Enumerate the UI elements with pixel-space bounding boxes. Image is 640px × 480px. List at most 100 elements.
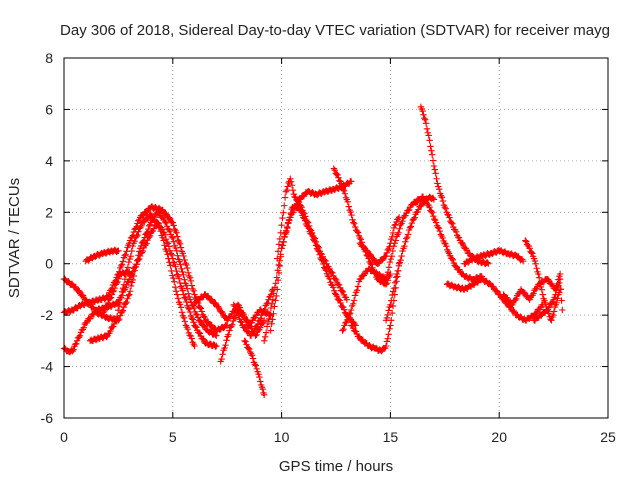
- data-point: [401, 243, 408, 250]
- data-point: [367, 260, 374, 267]
- data-point: [246, 345, 253, 353]
- data-point: [423, 125, 431, 132]
- data-point: [111, 320, 118, 328]
- data-point: [183, 261, 190, 269]
- data-point: [415, 206, 422, 213]
- data-point: [174, 233, 181, 240]
- data-point: [429, 209, 436, 216]
- data-point: [128, 271, 136, 278]
- data-point: [184, 325, 191, 333]
- data-point: [308, 229, 316, 237]
- x-tick-label: 5: [169, 429, 177, 445]
- y-tick-label: 2: [45, 204, 53, 220]
- data-point: [269, 296, 277, 303]
- data-point: [421, 114, 428, 122]
- data-point: [107, 327, 114, 335]
- data-point: [452, 263, 459, 270]
- data-point: [257, 378, 264, 385]
- data-point: [391, 279, 399, 287]
- data-point: [143, 240, 150, 247]
- data-point: [383, 314, 391, 322]
- data-point: [187, 296, 194, 303]
- data-point: [429, 157, 437, 164]
- data-point: [290, 206, 298, 214]
- data-point: [180, 271, 187, 278]
- data-point: [280, 209, 287, 216]
- data-point: [431, 215, 438, 223]
- data-point: [427, 143, 434, 150]
- data-point: [167, 250, 175, 257]
- data-point: [422, 116, 429, 123]
- data-point: [163, 247, 170, 255]
- data-point: [259, 385, 266, 393]
- data-point: [406, 224, 414, 231]
- data-point: [238, 319, 245, 326]
- data-point: [125, 269, 132, 276]
- data-point: [536, 279, 544, 287]
- data-point: [493, 287, 500, 294]
- data-point: [118, 288, 126, 296]
- data-point: [162, 209, 169, 217]
- data-point: [348, 178, 355, 185]
- data-point: [181, 256, 188, 264]
- data-point: [484, 259, 491, 266]
- data-point: [267, 327, 274, 334]
- data-point: [116, 299, 124, 307]
- data-point: [459, 240, 467, 248]
- data-point: [350, 297, 358, 304]
- data-point: [347, 310, 354, 317]
- data-point: [266, 310, 274, 318]
- data-point: [170, 274, 177, 282]
- data-point: [407, 223, 415, 230]
- data-point: [164, 251, 171, 258]
- data-point: [241, 323, 248, 331]
- data-point: [161, 218, 169, 226]
- data-point: [146, 222, 153, 230]
- data-point: [176, 258, 183, 265]
- data-point: [432, 219, 440, 226]
- data-point: [426, 203, 433, 211]
- data-point: [334, 171, 341, 179]
- data-point: [354, 283, 362, 290]
- y-tick-label: -2: [41, 307, 54, 323]
- data-point: [225, 331, 232, 338]
- data-point: [538, 286, 546, 293]
- data-point: [136, 255, 143, 263]
- data-point: [165, 243, 173, 250]
- data-point: [214, 303, 222, 310]
- data-point: [103, 333, 110, 341]
- data-point: [152, 218, 160, 225]
- data-point: [115, 247, 122, 255]
- data-point: [138, 222, 145, 230]
- data-point: [314, 243, 322, 250]
- data-point: [253, 331, 260, 338]
- series-track-3: [60, 219, 220, 356]
- data-point: [188, 282, 196, 289]
- series-track-22: [461, 246, 527, 267]
- data-point: [120, 281, 128, 288]
- data-point: [267, 304, 275, 312]
- data-point: [260, 308, 267, 316]
- data-point: [112, 317, 119, 325]
- data-point: [173, 229, 180, 236]
- data-point: [399, 218, 406, 225]
- data-point: [215, 304, 223, 312]
- data-point: [326, 265, 333, 273]
- data-point: [522, 237, 529, 244]
- data-point: [278, 245, 285, 252]
- data-point: [115, 275, 122, 282]
- data-point: [196, 330, 204, 337]
- data-point: [281, 194, 289, 201]
- data-point: [174, 252, 181, 259]
- series-track-6: [99, 268, 133, 316]
- data-point: [126, 255, 133, 263]
- data-point: [552, 291, 559, 298]
- data-point: [189, 316, 196, 323]
- data-point: [420, 111, 427, 119]
- data-point: [437, 231, 444, 238]
- data-point: [134, 231, 141, 239]
- series-track-17: [356, 214, 403, 267]
- data-point: [528, 249, 535, 256]
- data-point: [167, 262, 174, 269]
- data-point: [353, 228, 361, 235]
